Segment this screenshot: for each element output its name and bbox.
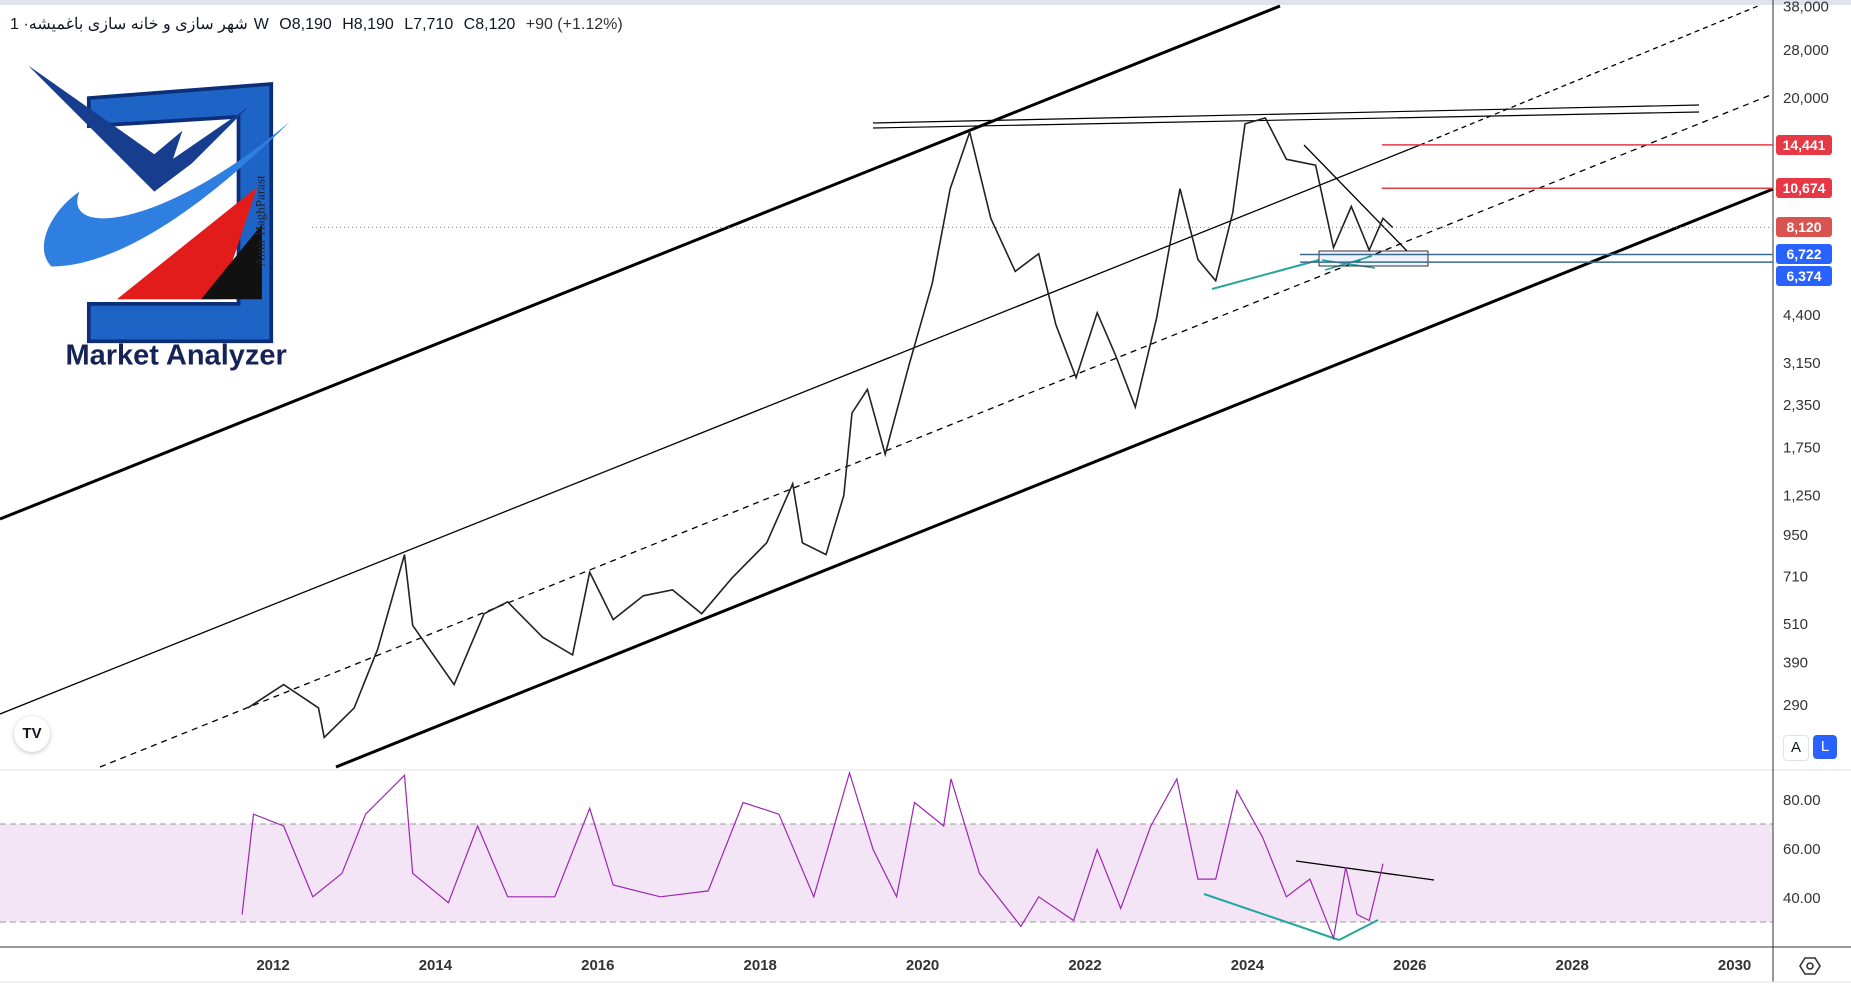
time-tick-label: 2018 xyxy=(744,957,777,974)
price-tick-label: 710 xyxy=(1783,569,1808,586)
divergence-cross-2[interactable] xyxy=(1324,255,1373,271)
resistance-top-line-1[interactable] xyxy=(872,104,1700,124)
svg-text:Amir HaghParast: Amir HaghParast xyxy=(253,175,268,267)
price-change: +90 (+1.12%) xyxy=(525,16,623,33)
rsi-series-line xyxy=(241,770,1384,941)
time-tick-label: 2024 xyxy=(1231,957,1265,974)
ohlc-close: C8,120 xyxy=(463,16,516,33)
price-tick-label: 1,750 xyxy=(1783,439,1821,456)
ohlc-high: H8,190 xyxy=(342,16,394,33)
price-tick-label: 3,150 xyxy=(1783,355,1821,372)
tradingview-logo[interactable]: TV xyxy=(14,716,50,752)
time-tick-label: 2028 xyxy=(1556,957,1589,974)
last-price-badge: 8,120 xyxy=(1776,217,1832,238)
divergence-line-price[interactable] xyxy=(1211,259,1320,290)
support-price-badge: 6,722 xyxy=(1776,244,1832,265)
resistance-price-badge: 10,674 xyxy=(1776,178,1832,199)
price-tick-label: 4,400 xyxy=(1783,307,1821,324)
rsi-tick-label: 80.00 xyxy=(1783,792,1821,809)
channel-mid-line[interactable] xyxy=(0,144,1421,715)
time-tick-label: 2022 xyxy=(1068,957,1101,974)
symbol-name[interactable]: شهر سازی و خانه سازی باغمیشه xyxy=(28,16,248,33)
ohlc-open: O8,190 xyxy=(279,16,332,33)
price-tick-label: 2,350 xyxy=(1783,397,1821,414)
price-axis-ticks[interactable]: 38,000 28,000 20,000 4,400 3,150 2,350 1,750 1,… xyxy=(1783,0,1829,714)
rsi-band xyxy=(0,824,1773,922)
price-tick-label: 510 xyxy=(1783,616,1808,633)
symbol-legend[interactable]: شهر سازی و خانه سازی باغمیشه· 1W O8,190 … xyxy=(10,14,629,34)
time-tick-label: 2012 xyxy=(256,957,289,974)
market-analyzer-logo: Amir HaghParast Market Analyzer xyxy=(14,50,304,380)
interval: · 1W xyxy=(10,16,269,33)
top-strip xyxy=(0,0,1851,5)
price-tick-label: 390 xyxy=(1783,654,1808,671)
price-tick-label: 20,000 xyxy=(1783,90,1829,107)
time-axis-ticks[interactable]: 2012 2014 2016 2018 2020 2022 2024 2026 2028 2030 xyxy=(256,957,1751,974)
support-price-badge: 6,374 xyxy=(1776,266,1832,287)
settings-icon[interactable] xyxy=(1798,954,1822,978)
auto-scale-button[interactable]: A xyxy=(1783,735,1809,761)
time-tick-label: 2020 xyxy=(906,957,939,974)
log-scale-button[interactable]: L xyxy=(1813,735,1837,759)
time-tick-label: 2030 xyxy=(1718,957,1751,974)
rsi-tick-label: 40.00 xyxy=(1783,890,1821,907)
ohlc-low: L7,710 xyxy=(404,16,454,33)
rsi-divergence-line-2[interactable] xyxy=(1338,919,1379,941)
rsi-tick-label: 60.00 xyxy=(1783,841,1821,858)
price-tick-label: 28,000 xyxy=(1783,42,1829,59)
descending-trendline[interactable] xyxy=(1303,144,1408,252)
resistance-top-line-2[interactable] xyxy=(872,111,1700,129)
price-tick-label: 950 xyxy=(1783,527,1808,544)
rsi-trendline[interactable] xyxy=(1295,860,1435,881)
time-tick-label: 2016 xyxy=(581,957,614,974)
price-level-lines xyxy=(312,144,1773,263)
resistance-price-badge: 14,441 xyxy=(1776,134,1832,155)
support-zone-box[interactable] xyxy=(1318,250,1429,267)
time-tick-label: 2014 xyxy=(419,957,453,974)
price-tick-label: 290 xyxy=(1783,697,1808,714)
channel-lower-line[interactable] xyxy=(335,187,1774,769)
price-series-line xyxy=(247,116,1394,740)
logo-brand-text: Market Analyzer xyxy=(65,340,286,372)
drawings xyxy=(0,4,1774,941)
rsi-divergence-line-1[interactable] xyxy=(1203,893,1340,941)
price-tick-label: 38,000 xyxy=(1783,0,1829,15)
rsi-axis-ticks[interactable]: 80.00 60.00 40.00 xyxy=(1783,792,1821,907)
channel-mid-extension[interactable] xyxy=(1419,5,1759,146)
time-tick-label: 2026 xyxy=(1393,957,1426,974)
price-tick-label: 1,250 xyxy=(1783,488,1821,505)
channel-upper-line[interactable] xyxy=(0,4,1281,521)
channel-dashed-line[interactable] xyxy=(99,93,1774,768)
